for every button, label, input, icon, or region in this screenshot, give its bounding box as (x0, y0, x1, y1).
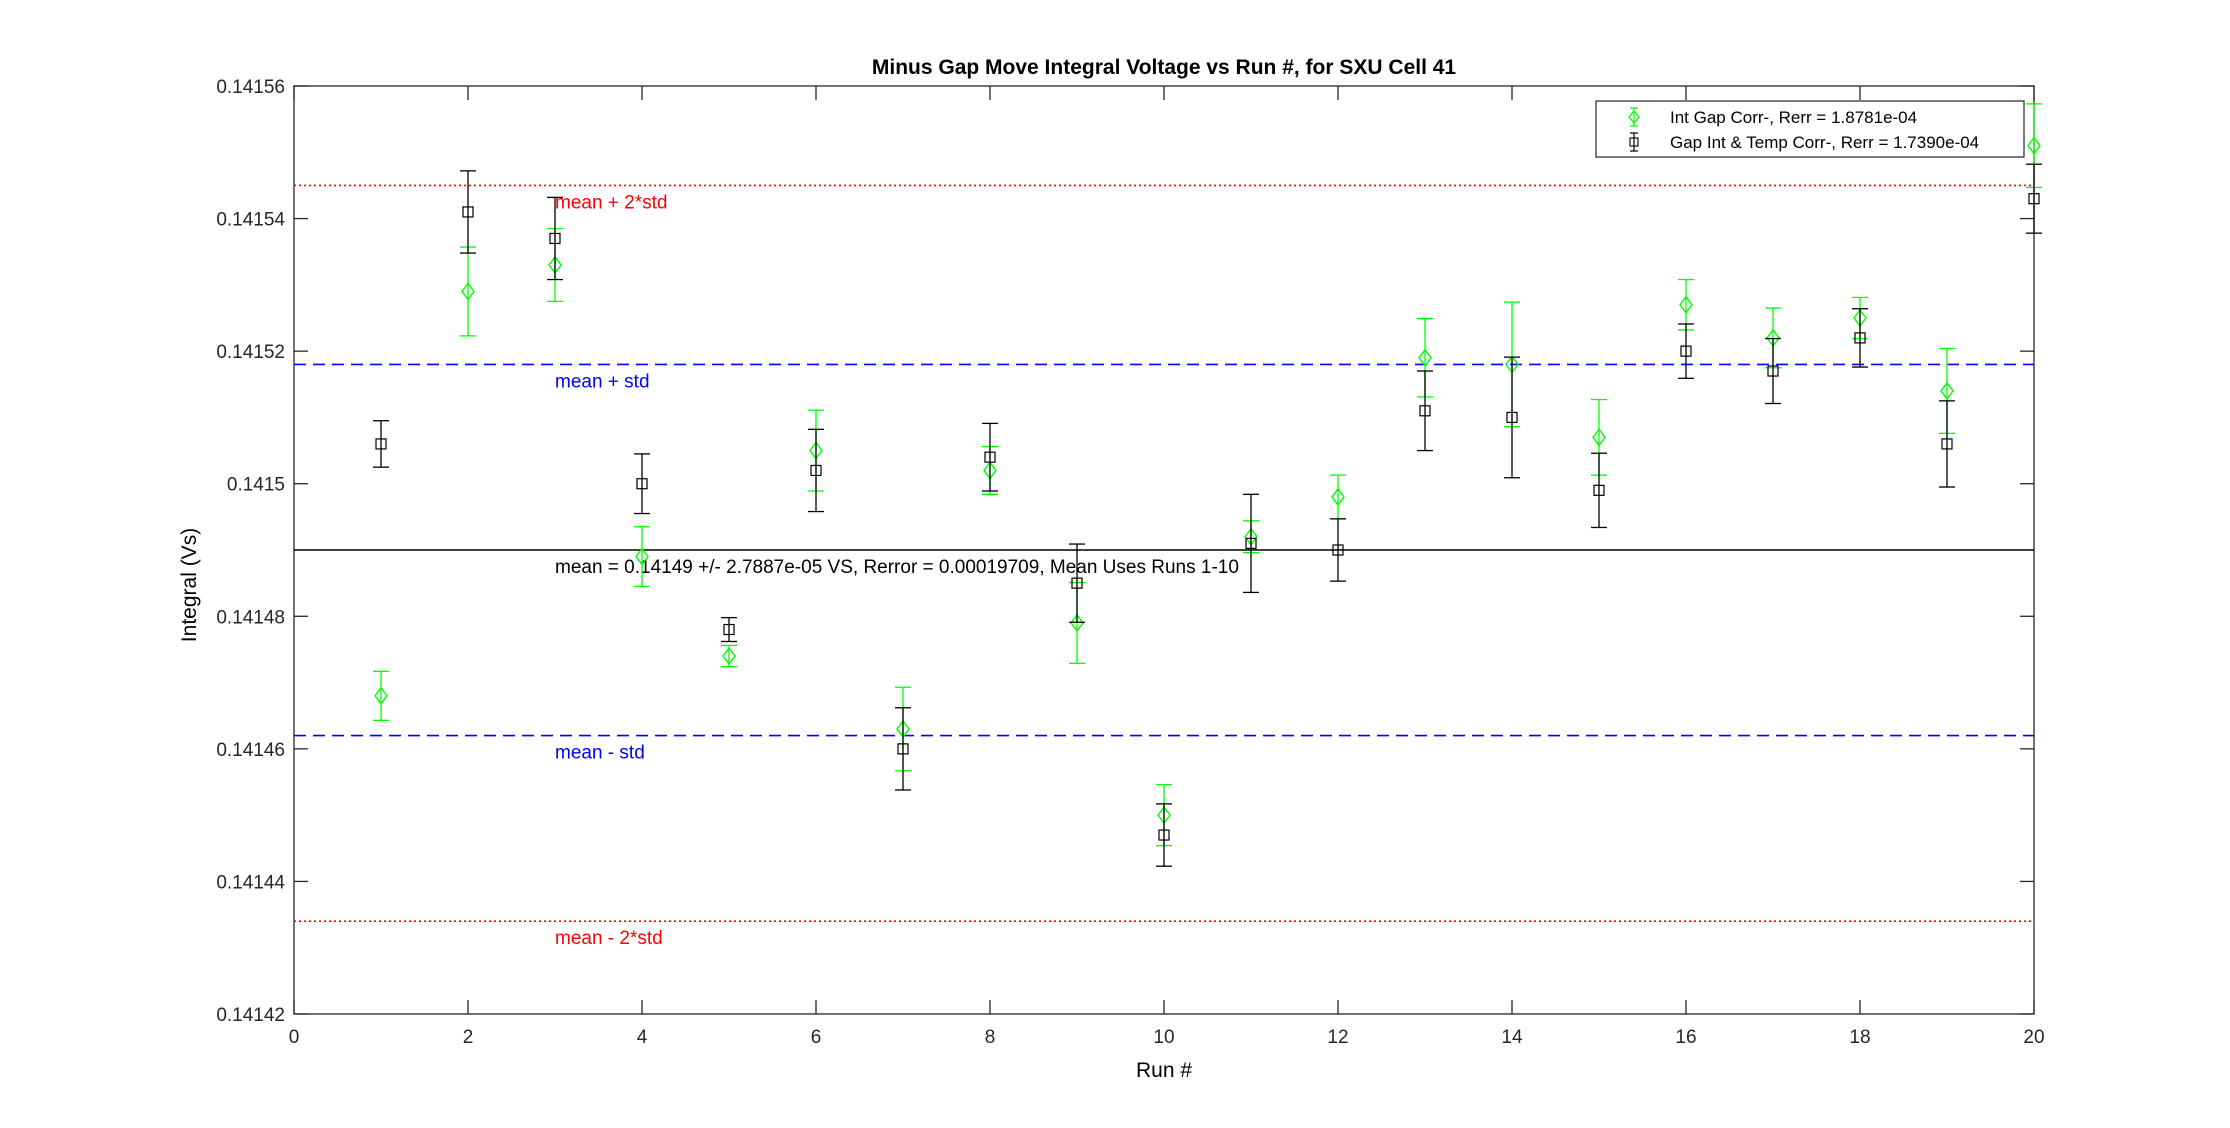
x-axis-label: Run # (1136, 1059, 1192, 1082)
plot-area: 0 2 4 6 8 10 12 14 16 18 20 0.14142 0.14144 0.14146 0.… (216, 77, 2044, 1048)
y-tick-label: 0.14146 (216, 740, 285, 761)
x-tick-label: 18 (1849, 1027, 1870, 1048)
y-tick-label: 0.1415 (227, 475, 285, 496)
chart-title: Minus Gap Move Integral Voltage vs Run #… (872, 56, 1457, 79)
y-tick-label: 0.14142 (216, 1005, 285, 1026)
data-point-square (1158, 829, 1170, 841)
data-point-square (2028, 193, 2040, 205)
legend-diamond-icon (1628, 109, 1640, 125)
x-tick-label: 2 (463, 1027, 474, 1048)
x-tick-label: 14 (1501, 1027, 1523, 1048)
data-point-diamond (1070, 613, 1084, 633)
legend-entry-label: Gap Int & Temp Corr-, Rerr = 1.7390e-04 (1670, 133, 1979, 152)
data-point-square (1245, 537, 1257, 549)
reference-label-3: mean - std (555, 743, 645, 764)
data-point-square (1680, 345, 1692, 357)
y-tick-label: 0.14144 (216, 872, 285, 893)
legend-box (1595, 100, 2025, 158)
reference-label-0: mean + 2*std (555, 192, 668, 213)
data-point-diamond (1592, 428, 1606, 447)
data-point-square (636, 478, 648, 490)
data-point-diamond (1679, 295, 1693, 314)
x-tick-label: 12 (1327, 1027, 1348, 1048)
y-tick-label: 0.14152 (216, 342, 285, 363)
y-tick-label: 0.14156 (216, 77, 285, 98)
data-point-diamond (1418, 348, 1432, 367)
data-point-square (723, 623, 735, 636)
data-point-square (1593, 484, 1605, 496)
y-tick-label: 0.14154 (216, 210, 285, 231)
x-tick-label: 8 (985, 1027, 996, 1048)
x-tick-label: 16 (1675, 1027, 1696, 1048)
reference-label-2: mean = 0.14149 +/- 2.7887e-05 VS, Rerror… (555, 557, 1239, 578)
x-tick-label: 6 (811, 1027, 822, 1048)
y-tick-label: 0.14148 (216, 607, 285, 628)
data-point-square (810, 464, 822, 477)
data-point-square (375, 438, 387, 450)
data-point-diamond (374, 686, 388, 705)
x-tick-label: 4 (637, 1027, 648, 1048)
reference-label-1: mean + std (555, 371, 650, 392)
data-point-square (1071, 577, 1083, 589)
data-point-square (1506, 411, 1518, 424)
data-point-square (1419, 405, 1431, 417)
data-point-square (984, 451, 996, 463)
legend-square-icon (1629, 137, 1639, 147)
data-point-diamond (461, 282, 475, 301)
data-point-square (462, 206, 474, 218)
data-point-square (1941, 438, 1953, 450)
reference-label-4: mean - 2*std (555, 928, 663, 949)
x-tick-label: 0 (289, 1027, 300, 1048)
data-point-square (897, 743, 909, 755)
data-point-square (1332, 544, 1344, 556)
data-point-diamond (635, 547, 649, 566)
data-point-square (1767, 365, 1779, 377)
x-tick-label: 20 (2023, 1027, 2044, 1048)
data-point-diamond (1940, 381, 1954, 401)
data-point-diamond (1331, 487, 1345, 507)
legend-entry-label: Int Gap Corr-, Rerr = 1.8781e-04 (1670, 108, 1917, 127)
y-axis-label: Integral (Vs) (178, 528, 201, 642)
x-tick-label: 10 (1153, 1027, 1174, 1048)
data-point-diamond (2027, 136, 2041, 155)
data-point-square (1854, 332, 1866, 344)
data-point-square (549, 232, 561, 245)
data-point-diamond (722, 646, 736, 666)
